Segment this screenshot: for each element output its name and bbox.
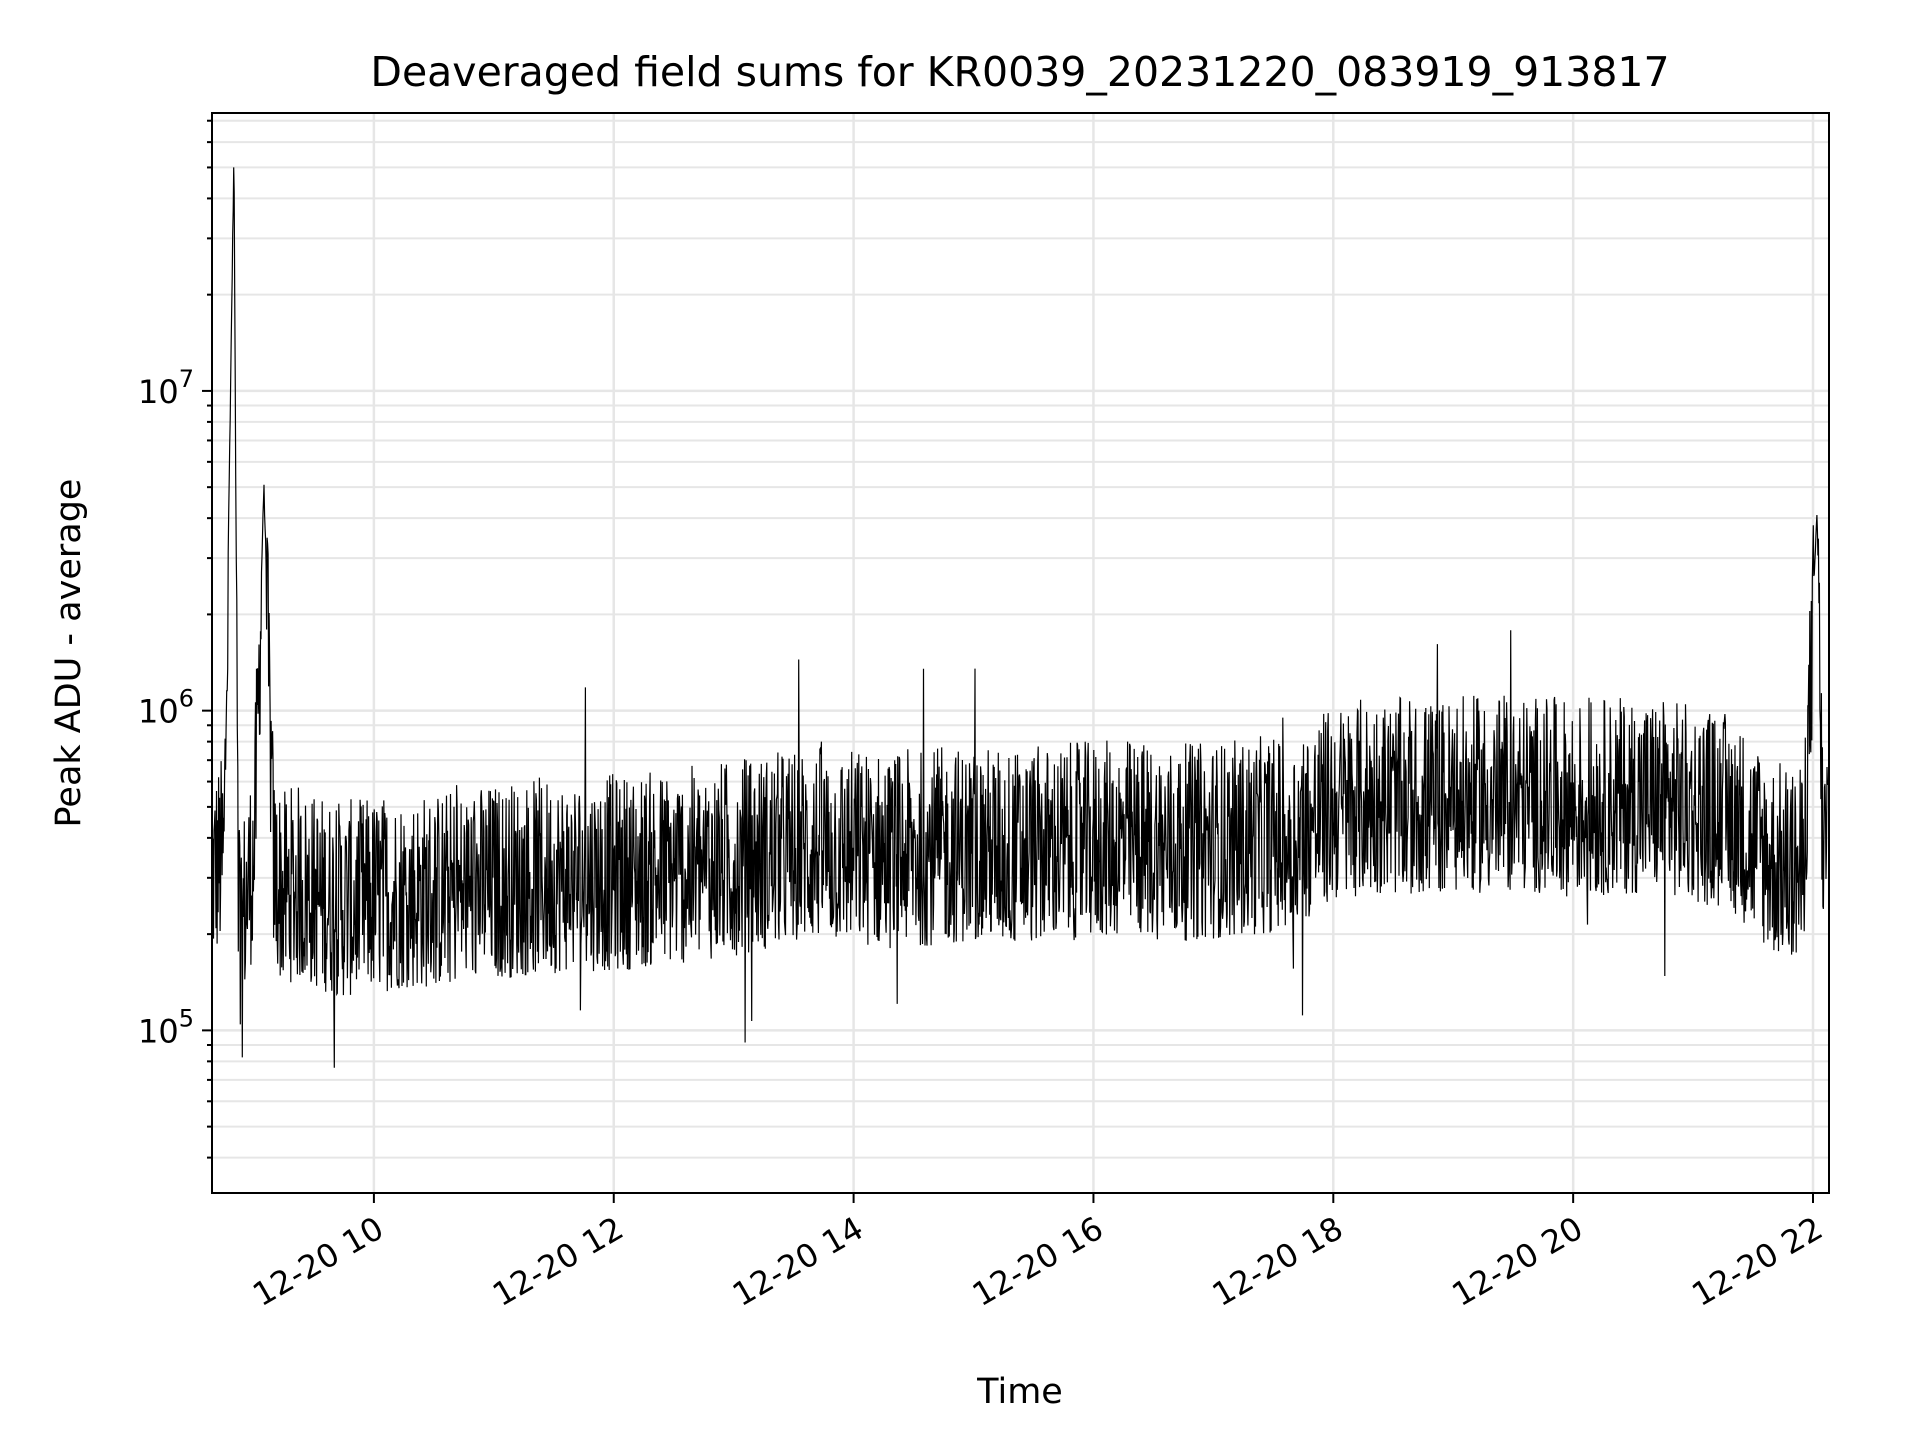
series-line — [211, 167, 1830, 1068]
y-tick-label: 105 — [138, 1004, 194, 1050]
x-axis-label: Time — [976, 1372, 1063, 1412]
axes-frame — [211, 112, 1830, 1194]
y-axis: 105 106 107 — [138, 119, 212, 1159]
chart-title: Deaveraged field sums for KR0039_2023122… — [370, 48, 1669, 96]
y-tick-label: 106 — [138, 685, 194, 731]
y-tick-label: 107 — [138, 365, 194, 411]
y-axis-label: Peak ADU - average — [49, 479, 89, 828]
plot-line — [211, 167, 1830, 1068]
